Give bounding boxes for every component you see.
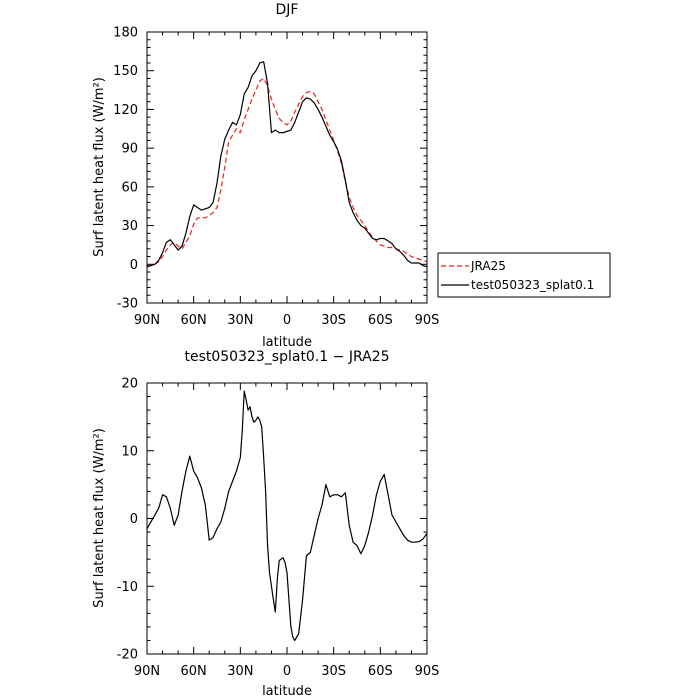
top-x-axis-title: latitude [262, 335, 312, 350]
y-tick-label: 10 [121, 444, 138, 459]
y-tick-label: 120 [113, 103, 138, 118]
bottom-chart-series [146, 390, 428, 642]
top-chart: DJF -30 0 30 60 90 120 150 180 90N 60N 30N 0 30S 60S… [92, 2, 611, 350]
legend-label-test: test050323_splat0.1 [471, 278, 594, 292]
y-tick-label: 0 [130, 512, 138, 527]
x-tick-label: 90N [134, 664, 160, 679]
x-tick-label: 30S [321, 664, 346, 679]
bottom-x-tick-labels: 90N 60N 30N 0 30S 60S 90S [134, 664, 440, 679]
x-tick-label: 90N [134, 313, 160, 328]
y-tick-label: 30 [121, 219, 138, 234]
x-tick-label: 30S [321, 313, 346, 328]
y-tick-label: 180 [113, 26, 138, 41]
y-tick-label: 60 [121, 180, 138, 195]
x-tick-label: 30N [227, 313, 253, 328]
y-tick-label: -20 [117, 648, 138, 663]
bottom-x-axis-title: latitude [262, 684, 312, 699]
x-tick-label: 0 [283, 664, 291, 679]
x-tick-label: 90S [415, 313, 440, 328]
bottom-chart-frame [146, 382, 428, 655]
y-tick-label: 90 [121, 142, 138, 157]
legend-label-jra25: JRA25 [470, 259, 506, 273]
top-x-tick-labels: 90N 60N 30N 0 30S 60S 90S [134, 313, 440, 328]
x-tick-label: 90S [415, 664, 440, 679]
x-tick-label: 30N [227, 664, 253, 679]
y-tick-label: -30 [117, 297, 138, 312]
bottom-y-tick-labels: -20 -10 0 10 20 [117, 377, 138, 663]
bottom-chart-title: test050323_splat0.1 − JRA25 [184, 349, 389, 365]
top-y-axis-title: Surf latent heat flux (W/m²) [92, 77, 107, 257]
top-chart-frame [146, 31, 428, 304]
y-tick-label: -10 [117, 580, 138, 595]
y-tick-label: 150 [113, 64, 138, 79]
bottom-chart-ticks [146, 382, 428, 655]
top-y-tick-labels: -30 0 30 60 90 120 150 180 [113, 26, 138, 312]
x-tick-label: 60S [368, 313, 393, 328]
x-tick-label: 60N [181, 664, 207, 679]
y-tick-label: 0 [130, 258, 138, 273]
y-tick-label: 20 [121, 377, 138, 392]
x-tick-label: 0 [283, 313, 291, 328]
top-chart-title: DJF [276, 2, 299, 18]
series-line-diff-0 [146, 390, 428, 642]
x-tick-label: 60S [368, 664, 393, 679]
series-line-jra25 [147, 77, 428, 267]
top-chart-series [146, 61, 428, 268]
x-tick-label: 60N [181, 313, 207, 328]
legend: JRA25 test050323_splat0.1 [437, 252, 611, 298]
top-chart-ticks [146, 31, 428, 304]
legend-box [437, 252, 611, 298]
series-line-test050323-splat0-1 [146, 61, 428, 268]
bottom-chart: test050323_splat0.1 − JRA25 -20-1001020 … [92, 349, 439, 699]
bottom-y-axis-title: Surf latent heat flux (W/m²) [92, 428, 107, 608]
